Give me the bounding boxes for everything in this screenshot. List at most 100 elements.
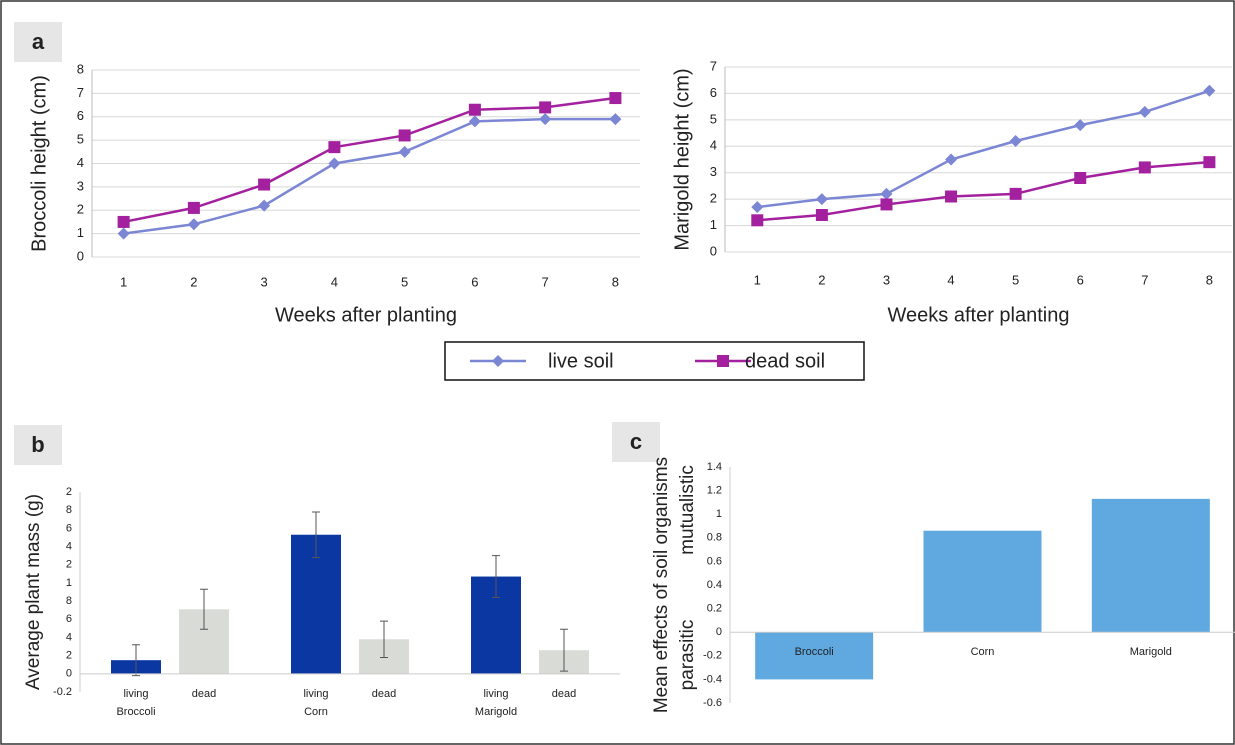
panel-letter: a — [32, 29, 45, 54]
marker — [187, 201, 200, 214]
y-tick-label: 6 — [77, 108, 84, 123]
x-tick-label: Corn — [304, 706, 328, 718]
y-tick-label: 1.2 — [707, 485, 722, 497]
marker — [609, 92, 622, 105]
y-axis-label: Broccoli height (cm) — [28, 75, 50, 252]
lower-label: parasitic — [677, 620, 698, 691]
y-tick-label: 0.2 — [707, 603, 722, 615]
y-tick-label: 0.8 — [707, 532, 722, 544]
line — [123, 117, 616, 235]
y-tick-label: 3 — [77, 178, 84, 193]
x-tick-label: 6 — [1077, 272, 1084, 287]
y-tick-label: 7 — [710, 58, 717, 73]
y-tick-label: 1 — [77, 225, 84, 240]
y-tick-label: 0 — [710, 243, 717, 258]
y-tick-label: 8 — [77, 61, 84, 76]
y-tick-label: 4 — [66, 540, 72, 552]
y-axis-label: Mean effects of soil organisms — [651, 457, 672, 713]
y-tick-label: 2 — [66, 486, 72, 498]
series-label: living — [483, 688, 508, 700]
bar — [1091, 498, 1210, 633]
y-tick-label: 0 — [66, 668, 72, 680]
x-tick-label: 6 — [471, 274, 478, 289]
y-tick-label: 1 — [66, 577, 72, 589]
error-bar — [312, 511, 320, 558]
bar — [923, 530, 1042, 633]
error-bar — [492, 555, 500, 598]
marker — [1203, 84, 1216, 97]
y-tick-label: 3 — [710, 164, 717, 179]
marker — [258, 178, 271, 191]
marker — [468, 103, 481, 116]
x-axis-label: Weeks after planting — [888, 304, 1070, 326]
marker — [1009, 187, 1022, 200]
series-label: dead — [192, 688, 216, 700]
error-bar — [380, 620, 388, 658]
x-tick-label: 4 — [947, 272, 954, 287]
marker — [609, 113, 622, 126]
x-tick-label: 3 — [261, 274, 268, 289]
y-tick-label: 2 — [710, 191, 717, 206]
y-tick-label: 0.6 — [707, 555, 722, 567]
y-tick-label: 2 — [77, 202, 84, 217]
marker — [1203, 156, 1216, 169]
y-tick-label: -0.2 — [703, 650, 722, 662]
x-tick-label: 8 — [612, 274, 619, 289]
marker — [117, 227, 130, 240]
x-tick-label: Broccoli — [795, 646, 834, 658]
y-tick-label: 2 — [66, 650, 72, 662]
marker — [398, 129, 411, 142]
y-tick-label: -0.4 — [703, 673, 722, 685]
y-tick-label: 6 — [66, 613, 72, 625]
marker — [815, 209, 828, 221]
marker — [117, 215, 130, 228]
x-tick-label: 4 — [331, 274, 338, 289]
y-tick-label: 8 — [66, 504, 72, 516]
x-axis-label: Weeks after planting — [275, 304, 457, 326]
marker — [1074, 172, 1087, 184]
x-tick-label: 5 — [1012, 272, 1019, 287]
x-tick-label: 2 — [190, 274, 197, 289]
y-tick-label: 5 — [710, 111, 717, 126]
x-tick-label: 8 — [1206, 272, 1213, 287]
error-bar — [200, 588, 208, 630]
y-tick-label: 1 — [716, 508, 722, 520]
y-tick-label: 0.4 — [707, 579, 722, 591]
y-tick-label: 0 — [77, 248, 84, 263]
marker — [539, 113, 552, 126]
line — [757, 160, 1210, 222]
marker — [1009, 135, 1022, 147]
x-tick-label: 7 — [542, 274, 549, 289]
y-tick-label: 0 — [716, 626, 722, 638]
y-tick-label: 4 — [710, 138, 717, 153]
marker — [880, 187, 893, 200]
series-label: dead — [552, 688, 576, 700]
marker — [539, 101, 552, 114]
marker — [751, 201, 764, 214]
panel-box — [14, 425, 62, 465]
x-tick-label: 1 — [120, 274, 127, 289]
y-tick-label: 2 — [66, 559, 72, 571]
marker — [328, 141, 341, 154]
y-tick-label: 1.4 — [707, 461, 722, 473]
marker — [751, 214, 764, 227]
panel-letter: c — [630, 429, 642, 454]
marker — [815, 193, 828, 206]
marker — [187, 218, 200, 231]
y-tick-label: -0.6 — [703, 697, 722, 709]
x-tick-label: Corn — [971, 646, 995, 658]
y-tick-label: 5 — [77, 132, 84, 147]
marker — [468, 115, 481, 128]
x-tick-label: Marigold — [475, 706, 517, 718]
series-label: dead — [372, 688, 396, 700]
legend-label: dead soil — [745, 350, 825, 372]
x-tick-label: Broccoli — [116, 706, 155, 718]
x-tick-label: 5 — [401, 274, 408, 289]
legend-marker — [717, 355, 729, 367]
marker — [945, 153, 958, 166]
x-tick-label: 7 — [1141, 272, 1148, 287]
y-tick-label: 1 — [710, 217, 717, 232]
upper-label: mutualistic — [677, 465, 698, 555]
